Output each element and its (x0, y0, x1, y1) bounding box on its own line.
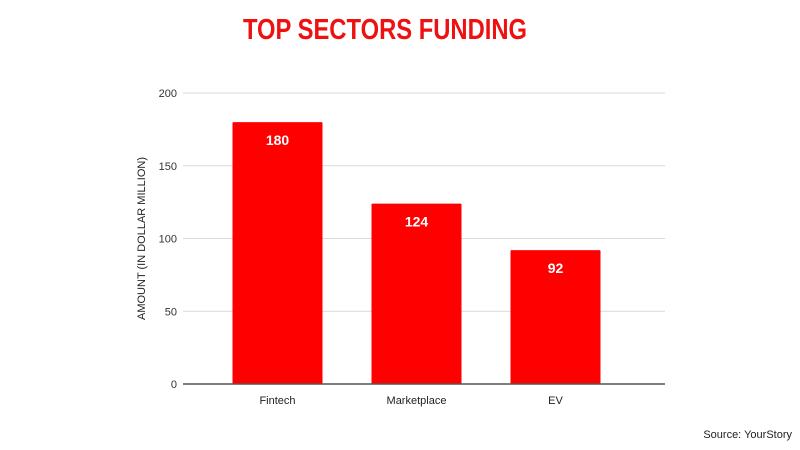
y-tick-label: 200 (159, 88, 177, 100)
bar-marketplace (371, 203, 462, 384)
data-label: 180 (266, 132, 290, 148)
bar-fintech (232, 122, 323, 384)
bar-ev (510, 250, 601, 384)
data-label: 124 (405, 214, 429, 230)
x-tick-label: Fintech (259, 395, 295, 407)
y-axis-label: AMOUNT (IN DOLLAR MILLION) (136, 157, 148, 320)
x-tick-label: EV (548, 395, 563, 407)
y-tick-label: 150 (159, 161, 177, 173)
y-tick-label: 0 (171, 379, 177, 391)
y-tick-label: 100 (159, 234, 177, 246)
chart-title: TOP SECTORS FUNDING (242, 14, 528, 46)
data-label: 92 (548, 260, 564, 276)
x-tick-label: Marketplace (387, 395, 447, 407)
source-note: Source: YourStory (703, 429, 792, 441)
y-tick-label: 50 (165, 306, 177, 318)
